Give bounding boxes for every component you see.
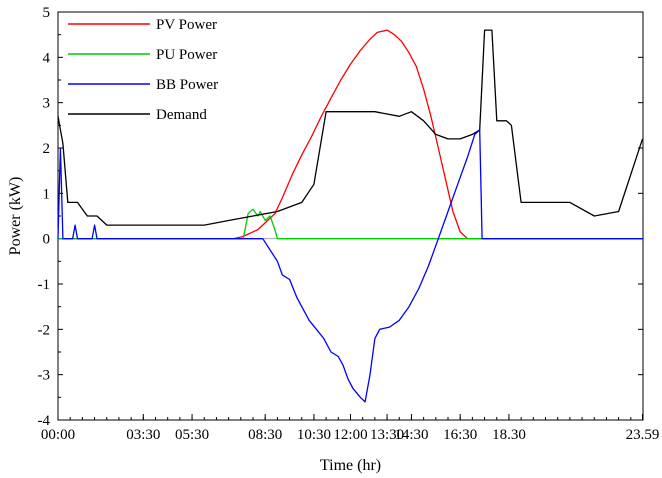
x-axis-title: Time (hr) — [320, 457, 381, 474]
x-tick-label: 18.30 — [492, 427, 526, 443]
y-tick-label: -4 — [38, 413, 51, 429]
y-axis-title: Power (kW) — [7, 177, 24, 256]
legend-entry: Demand — [156, 107, 207, 123]
y-tick-label: -3 — [38, 368, 51, 384]
legend-entry: PV Power — [156, 17, 217, 33]
x-tick-label: 16:30 — [443, 427, 477, 443]
x-tick-label: 03:30 — [126, 427, 160, 443]
series-line-bb-power — [57, 129, 643, 403]
plot-frame — [57, 11, 644, 421]
legend-entry: BB Power — [156, 77, 218, 93]
legend-entry: PU Power — [156, 47, 217, 63]
y-tick-label: -1 — [38, 277, 51, 293]
x-tick-label: 14:30 — [394, 427, 428, 443]
x-tick-label: 10:30 — [297, 427, 331, 443]
y-tick-label: 1 — [43, 186, 51, 202]
y-tick-label: 2 — [43, 141, 51, 157]
x-tick-label: 23.59 — [626, 427, 660, 443]
x-tick-label: 12:00 — [333, 427, 367, 443]
y-tick-label: 0 — [43, 232, 51, 248]
series-line-demand — [57, 29, 644, 226]
y-tick-label: 3 — [43, 96, 51, 112]
series-line-pv-power — [58, 29, 643, 240]
y-tick-label: -2 — [38, 322, 51, 338]
x-tick-label: 00:00 — [41, 427, 75, 443]
y-tick-label: 5 — [43, 5, 51, 21]
x-tick-label: 05:30 — [175, 427, 209, 443]
y-tick-label: 4 — [43, 50, 51, 66]
x-tick-label: 08:30 — [248, 427, 282, 443]
x-tick-label: 13:30 — [370, 427, 404, 443]
series-line-pu-power — [58, 208, 643, 240]
